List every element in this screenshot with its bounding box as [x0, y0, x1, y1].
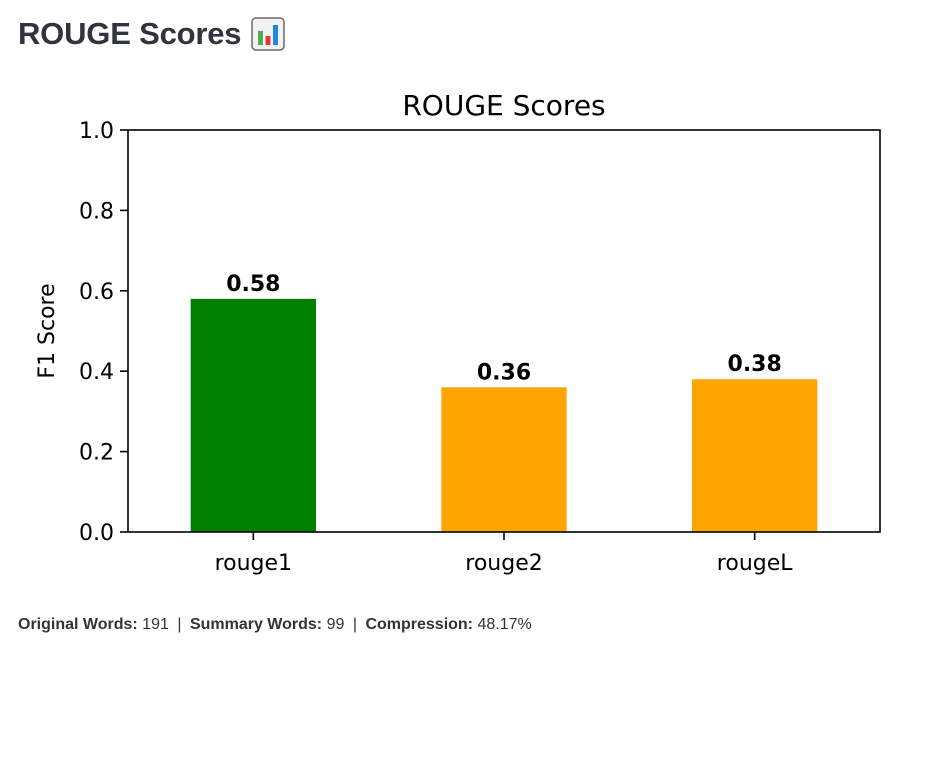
rouge-chart: ROUGE Scores F1 Score 0.58 0.36 0.38 0.0 0.…	[0, 80, 952, 590]
y-tick-label: 0.2	[79, 441, 114, 466]
stats-separator: |	[352, 616, 357, 633]
original-words-label: Original Words:	[18, 616, 138, 633]
y-tick-label: 0.8	[79, 199, 114, 224]
bars-layer	[190, 298, 818, 532]
y-tick-label: 0.4	[79, 360, 114, 385]
bar-chart-icon	[251, 17, 286, 51]
value-label-rougeL: 0.38	[728, 352, 782, 377]
plot-frame	[127, 129, 881, 533]
value-labels-layer: 0.58 0.36 0.38	[226, 272, 782, 385]
x-tick-label-rouge2: rouge2	[465, 551, 542, 576]
chart-title: ROUGE Scores	[402, 89, 605, 122]
original-words-value: 191	[142, 616, 169, 633]
x-tick-label-rouge1: rouge1	[215, 551, 292, 576]
x-axis: rouge1 rouge2 rougeL	[215, 532, 793, 576]
y-tick-label: 0.6	[79, 280, 114, 305]
value-label-rouge2: 0.36	[477, 360, 531, 385]
bar-rougeL	[692, 379, 818, 532]
compression-label: Compression:	[365, 616, 474, 633]
summary-words-value: 99	[326, 616, 345, 633]
compression-value: 48.17%	[477, 616, 532, 633]
value-label-rouge1: 0.58	[226, 272, 280, 297]
page-title-text: ROUGE Scores	[18, 16, 242, 51]
chart-y-axis-label: F1 Score	[35, 283, 60, 378]
stats-separator: |	[177, 616, 182, 633]
y-axis: 0.0 0.2 0.4 0.6 0.8 1.0	[79, 119, 128, 546]
y-tick-label: 1.0	[79, 119, 114, 144]
summary-words-label: Summary Words:	[189, 616, 323, 633]
bar-rouge1	[190, 298, 316, 532]
x-tick-label-rougeL: rougeL	[717, 551, 793, 576]
bar-rouge2	[441, 387, 567, 532]
page-title: ROUGE Scores	[18, 12, 286, 56]
summary-stats: Original Words: 191 | Summary Words: 99 …	[18, 616, 532, 634]
y-tick-label: 0.0	[79, 521, 114, 546]
rouge-bar-chart-svg: ROUGE Scores F1 Score 0.580.36 0.38 0.00.…	[35, 89, 881, 576]
